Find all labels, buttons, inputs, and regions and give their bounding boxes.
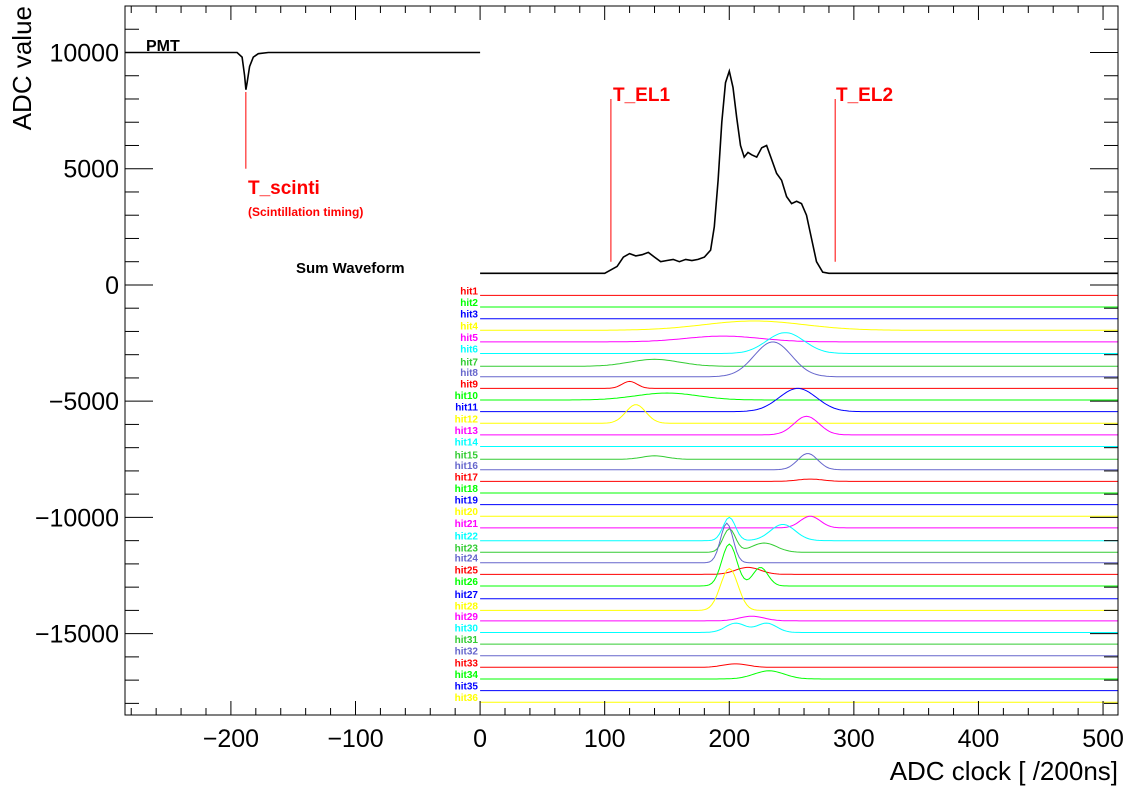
hit21-label: hit21: [455, 519, 479, 530]
hit26-label: hit26: [455, 577, 479, 588]
t-scinti-sublabel: (Scintillation timing): [248, 205, 363, 219]
hit19-label: hit19: [455, 496, 479, 507]
t-scinti-label: T_scinti: [248, 178, 320, 199]
x-tick-label: 200: [708, 725, 750, 753]
t-el1-label: T_EL1: [613, 85, 670, 106]
hit4-label: hit4: [460, 321, 478, 332]
hit11-label: hit11: [455, 403, 478, 414]
pmt-waveform-line: [125, 51, 481, 90]
hit9-label: hit9: [460, 379, 478, 390]
hit13-label: hit13: [455, 426, 479, 437]
hit17-label: hit17: [455, 472, 479, 483]
hit24-label: hit24: [455, 554, 479, 565]
hit23-waveform: [480, 528, 1118, 553]
hit7-waveform: [480, 358, 1118, 367]
hit22-label: hit22: [455, 532, 479, 543]
hit28-waveform: [480, 568, 1118, 611]
hit16-label: hit16: [455, 461, 479, 472]
hit36-label: hit36: [455, 693, 479, 704]
y-tick-label: −5000: [49, 388, 119, 416]
hit15-label: hit15: [455, 450, 479, 461]
hit10-waveform: [480, 392, 1118, 401]
hit5-waveform: [480, 335, 1118, 343]
x-tick-label: 300: [833, 725, 875, 753]
hit20-label: hit20: [455, 507, 479, 518]
hit6-waveform: [480, 332, 1118, 354]
x-tick-label: 500: [1082, 725, 1124, 753]
hit24-waveform: [480, 522, 1118, 564]
hit33-label: hit33: [455, 658, 479, 669]
hit13-waveform: [480, 415, 1118, 436]
plot-area: hit1hit2hit3hit4hit5hit6hit7hit8hit9hit1…: [125, 51, 1118, 704]
hit1-label: hit1: [460, 286, 478, 297]
y-tick-label: 0: [105, 272, 119, 300]
axes: −200 −100 0 100 200 300 400 500 10000 5000 0 −5000 −…: [35, 5, 1124, 753]
hit5-label: hit5: [460, 333, 478, 344]
hit4-waveform: [480, 320, 1118, 331]
hit21-waveform: [480, 515, 1118, 529]
hit2-label: hit2: [460, 298, 478, 309]
x-tick-label: 400: [958, 725, 1000, 753]
x-tick-label: −200: [203, 725, 259, 753]
hit17-waveform: [480, 478, 1118, 482]
hit25-label: hit25: [455, 565, 479, 576]
y-axis-label: ADC value: [7, 6, 37, 130]
hit23-label: hit23: [455, 543, 479, 554]
hit30-waveform: [480, 622, 1118, 633]
x-tick-label: −100: [327, 725, 383, 753]
t-el2-label: T_EL2: [836, 85, 893, 106]
hit10-label: hit10: [455, 391, 479, 402]
hit25-waveform: [480, 566, 1118, 575]
hit30-label: hit30: [455, 624, 479, 635]
hit34-waveform: [480, 670, 1118, 680]
hit12-waveform: [480, 404, 1118, 424]
sum-waveform-line: [480, 68, 1118, 275]
hit26-waveform: [480, 543, 1118, 587]
y-tick-label: 5000: [63, 156, 119, 184]
hit7-label: hit7: [460, 357, 478, 368]
hit6-label: hit6: [460, 345, 478, 356]
pmt-label: PMT: [146, 38, 180, 55]
hit22-waveform: [480, 516, 1118, 542]
plot-frame: [124, 5, 1119, 716]
hit16-waveform: [480, 453, 1118, 471]
hit31-label: hit31: [455, 635, 479, 646]
hit32-label: hit32: [455, 647, 479, 658]
hit35-label: hit35: [455, 682, 479, 693]
hit29-waveform: [480, 615, 1118, 622]
sum-waveform-label: Sum Waveform: [296, 260, 405, 277]
hit34-label: hit34: [455, 670, 479, 681]
hit14-label: hit14: [455, 438, 479, 449]
y-tick-label: −15000: [35, 621, 119, 649]
hit27-label: hit27: [455, 590, 479, 601]
hit8-label: hit8: [460, 368, 478, 379]
hit8-waveform: [480, 341, 1118, 378]
hit29-label: hit29: [455, 612, 479, 623]
x-axis-label: ADC clock [ /200ns]: [890, 756, 1118, 786]
x-tick-label: 0: [473, 725, 487, 753]
y-tick-label: −10000: [35, 504, 119, 532]
hit33-waveform: [480, 663, 1118, 668]
hit18-label: hit18: [455, 484, 479, 495]
hit28-label: hit28: [455, 601, 479, 612]
x-tick-label: 100: [584, 725, 626, 753]
hit11-waveform: [480, 387, 1118, 413]
y-tick-label: 10000: [49, 39, 119, 67]
hit12-label: hit12: [455, 414, 479, 425]
hit3-label: hit3: [460, 310, 478, 321]
